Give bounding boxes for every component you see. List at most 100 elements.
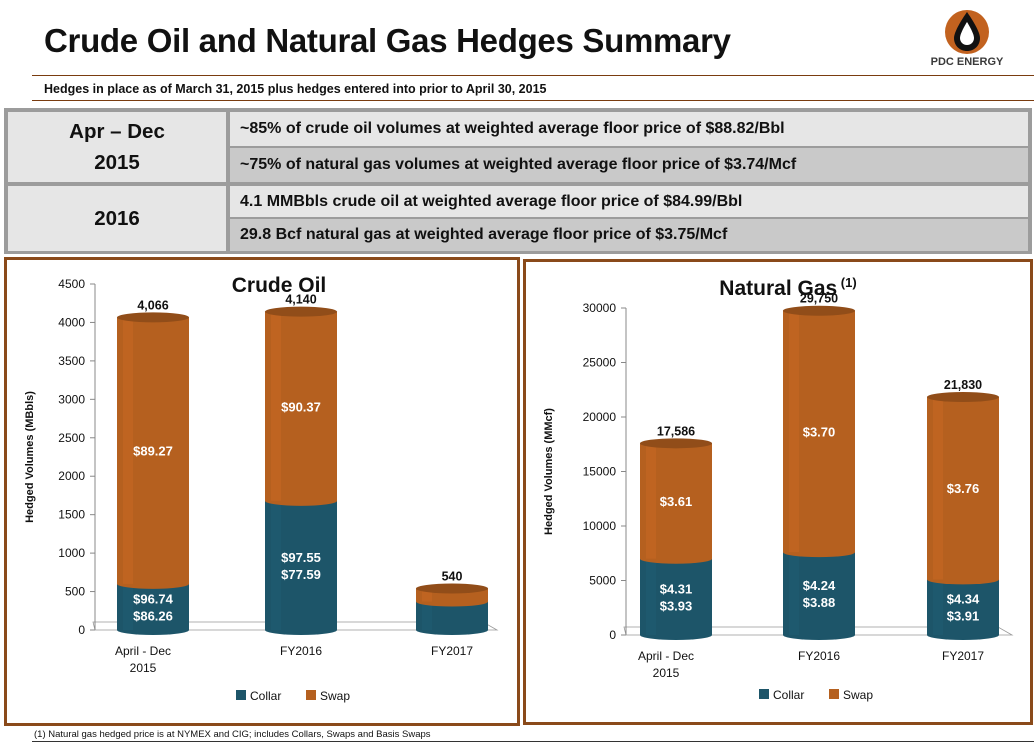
summary-period-2016: 2016 — [8, 186, 226, 251]
gas-legend-label-collar: Collar — [773, 688, 804, 702]
gas-category-label: April - Dec — [638, 649, 694, 663]
hedge-summary-table: Apr – Dec 2015 ~85% of crude oil volumes … — [4, 108, 1032, 254]
oil-chart-title: Crude Oil — [232, 274, 327, 297]
oil-bar-label-swap: $89.27 — [133, 444, 173, 459]
pdc-energy-logo — [945, 10, 989, 54]
gas-bar-highlight — [646, 558, 656, 635]
natural-gas-panel: 0 5000 10000 15000 20000 25000 30000 Hedged Vol… — [523, 259, 1033, 725]
oil-y-tick-label: 2500 — [58, 431, 85, 445]
gas-y-tick-label: 20000 — [583, 410, 617, 424]
oil-bar-highlight — [271, 311, 281, 501]
gas-bar-label-collar: $4.31 — [660, 581, 693, 596]
gas-category-label: FY2017 — [942, 649, 984, 663]
summary-line-2015-oil: ~85% of crude oil volumes at weighted av… — [230, 112, 1028, 146]
oil-category-label: 2015 — [130, 661, 157, 675]
gas-bar-highlight — [789, 310, 799, 553]
summary-line-2016-oil: 4.1 MMBbls crude oil at weighted average… — [230, 186, 1028, 217]
logo-text: PDC ENERGY — [930, 56, 1004, 68]
footnote-rule — [32, 741, 1034, 742]
gas-chart-title-superscript: (1) — [837, 275, 857, 290]
oil-total-label: 4,066 — [137, 298, 168, 312]
gas-legend-swatch-collar — [759, 689, 769, 699]
oil-bar-cap — [117, 312, 189, 323]
oil-bar-highlight — [271, 500, 281, 630]
oil-total-label: 540 — [442, 569, 463, 583]
oil-bar-cap — [265, 306, 337, 317]
oil-bar-label-collar: $97.55 — [281, 550, 321, 565]
oil-y-tick-label: 3000 — [58, 392, 85, 406]
summary-period-2015: Apr – Dec 2015 — [8, 112, 226, 182]
gas-total-label: 29,750 — [800, 292, 838, 306]
oil-bar-highlight — [422, 601, 432, 630]
oil-bar-label-swap: $90.37 — [281, 399, 321, 414]
gas-y-tick-label: 15000 — [583, 465, 617, 479]
subtitle-rule — [32, 100, 1034, 101]
oil-y-tick-label: 3500 — [58, 354, 85, 368]
oil-bar-collar-2 — [416, 601, 488, 635]
gas-bar-highlight — [646, 443, 656, 559]
gas-bar-swap-2 — [927, 397, 999, 585]
summary-line-2016-gas: 29.8 Bcf natural gas at weighted average… — [230, 219, 1028, 251]
gas-bar-label-swap: $3.76 — [947, 481, 980, 496]
oil-bar-label-collar: $86.26 — [133, 608, 173, 623]
logo-drop-inner-icon — [960, 22, 974, 45]
oil-total-label: 4,140 — [285, 293, 316, 307]
gas-bar-collar-1 — [783, 552, 855, 640]
gas-bar-collar-0 — [640, 558, 712, 640]
natural-gas-chart: 0 5000 10000 15000 20000 25000 30000 Hedged Vol… — [543, 275, 1014, 702]
gas-bar-cap — [783, 305, 855, 316]
oil-legend-label-swap: Swap — [320, 689, 350, 703]
crude-oil-chart: 0 500 1000 1500 2000 2500 3000 3500 4000 4500 Hedg… — [24, 274, 499, 703]
gas-y-tick-label: 5000 — [589, 574, 616, 588]
gas-total-label: 17,586 — [657, 424, 695, 438]
oil-category-label: FY2017 — [431, 644, 473, 658]
oil-y-tick-label: 4000 — [58, 315, 85, 329]
oil-bar-cap — [416, 583, 488, 594]
oil-bar-highlight — [123, 583, 133, 630]
oil-y-tick-label: 1000 — [58, 546, 85, 560]
oil-y-tick-label: 2000 — [58, 469, 85, 483]
oil-bar-collar-1 — [265, 500, 337, 635]
gas-legend-label-swap: Swap — [843, 688, 873, 702]
gas-bar-label-swap: $3.61 — [660, 494, 693, 509]
gas-bar-label-collar: $4.24 — [803, 578, 836, 593]
gas-bar-label-swap: $3.70 — [803, 424, 836, 439]
oil-legend-label-collar: Collar — [250, 689, 281, 703]
gas-chart-title: Natural Gas (1) — [719, 275, 856, 300]
summary-line-2015-gas: ~75% of natural gas volumes at weighted … — [230, 148, 1028, 182]
gas-category-label: FY2016 — [798, 649, 840, 663]
gas-legend-swatch-swap — [829, 689, 839, 699]
gas-y-axis-title: Hedged Volumes (MMcf) — [543, 408, 555, 535]
gas-bar-highlight — [789, 552, 799, 635]
gas-bar-highlight — [933, 397, 943, 580]
oil-y-tick-label: 1500 — [58, 508, 85, 522]
gas-bar-swap-1 — [783, 310, 855, 558]
gas-total-label: 21,830 — [944, 378, 982, 392]
oil-legend-swatch-swap — [306, 690, 316, 700]
oil-bar-label-collar: $77.59 — [281, 567, 321, 582]
gas-bar-label-collar: $3.88 — [803, 595, 836, 610]
oil-y-tick-label: 500 — [65, 585, 85, 599]
gas-bar-highlight — [933, 579, 943, 635]
oil-y-axis-title: Hedged Volumes (MBbls) — [24, 391, 36, 523]
gas-bar-label-collar: $3.93 — [660, 598, 693, 613]
gas-category-label: 2015 — [653, 666, 680, 680]
gas-bar-label-collar: $3.91 — [947, 609, 980, 624]
oil-y-tick-label: 4500 — [58, 277, 85, 291]
gas-y-tick-label: 10000 — [583, 519, 617, 533]
footnote: (1) Natural gas hedged price is at NYMEX… — [34, 729, 431, 740]
title-rule — [32, 75, 1034, 76]
gas-bar-label-collar: $4.34 — [947, 592, 980, 607]
oil-bar-swap-1 — [265, 311, 337, 506]
gas-bar-collar-2 — [927, 579, 999, 640]
gas-y-tick-label: 25000 — [583, 356, 617, 370]
oil-category-label: April - Dec — [115, 644, 171, 658]
oil-bar-swap-0 — [117, 317, 189, 589]
gas-y-tick-label: 0 — [609, 628, 616, 642]
oil-bar-highlight — [123, 317, 133, 584]
crude-oil-panel: 0 500 1000 1500 2000 2500 3000 3500 4000 4500 Hedg… — [4, 257, 520, 726]
gas-bar-cap — [927, 392, 999, 403]
gas-bar-cap — [640, 438, 712, 449]
gas-y-tick-label: 30000 — [583, 301, 617, 315]
oil-bar-swap-2 — [416, 588, 488, 607]
